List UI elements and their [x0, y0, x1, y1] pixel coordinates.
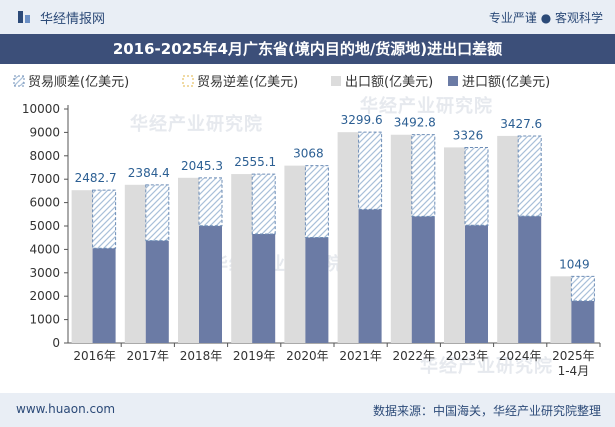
x-tick-label: 2025年 [552, 349, 595, 363]
surplus-bar [517, 135, 542, 217]
export-bar [337, 132, 361, 343]
data-label: 2482.7 [75, 171, 117, 185]
legend-swatch-surplus [13, 75, 25, 87]
y-tick-label: 7000 [29, 172, 60, 186]
y-tick-label: 5000 [29, 219, 60, 233]
data-label: 3299.6 [341, 113, 383, 127]
watermark: 华经产业研究院 [420, 356, 553, 377]
surplus-bar [570, 275, 595, 302]
x-tick-label: 2017年 [127, 349, 170, 363]
y-tick-label: 10000 [22, 102, 60, 116]
legend-swatch-deficit [182, 75, 194, 87]
footer-bar [0, 393, 615, 427]
export-bar [390, 134, 414, 343]
import-bar [518, 216, 542, 343]
legend-swatch [331, 76, 341, 86]
chart-title: 2016-2025年4月广东省(境内目的地/货源地)进出口差额 [112, 40, 503, 58]
data-label: 2045.3 [181, 159, 223, 173]
legend-swatch [448, 76, 458, 86]
import-bar [92, 248, 116, 343]
import-bar [465, 225, 488, 343]
export-bar [497, 135, 521, 343]
export-bar [231, 174, 255, 343]
data-label: 3326 [453, 128, 484, 142]
x-tick-label: 2016年 [73, 349, 116, 363]
x-tick-label: 2024年 [499, 349, 542, 363]
footer-site: www.huaon.com [16, 402, 116, 416]
surplus-bar [358, 131, 383, 210]
data-label: 3492.8 [394, 116, 436, 130]
export-bar [284, 165, 308, 343]
surplus-bar [464, 146, 489, 226]
data-label: 2555.1 [234, 155, 276, 169]
y-tick-label: 6000 [29, 196, 60, 210]
export-bar [124, 184, 148, 343]
top-bar [0, 0, 615, 34]
surplus-bar [198, 177, 223, 227]
y-tick-label: 0 [52, 336, 60, 350]
legend-label: 出口额(亿美元) [345, 75, 433, 90]
surplus-bar [251, 173, 276, 235]
export-bar [444, 147, 467, 343]
data-label: 3068 [293, 147, 324, 161]
export-bar [71, 190, 95, 343]
y-tick-label: 9000 [29, 125, 60, 139]
y-tick-label: 8000 [29, 149, 60, 163]
import-bar [358, 209, 382, 343]
x-tick-label: 2022年 [393, 349, 436, 363]
surplus-bar [411, 134, 436, 217]
surplus-bar [304, 165, 329, 238]
legend-label: 贸易逆差(亿美元) [197, 74, 298, 90]
surplus-bar [145, 184, 170, 242]
footer-source: 数据来源：中国海关，华经产业研究院整理 [372, 404, 601, 418]
import-bar [145, 240, 169, 343]
data-label: 3427.6 [500, 117, 542, 131]
export-bar [178, 177, 201, 343]
data-label: 1049 [559, 257, 590, 271]
import-bar [199, 225, 222, 343]
surplus-bar [92, 189, 117, 249]
title-bar [0, 34, 615, 64]
x-tick-label: 2020年 [286, 349, 329, 363]
huajing-logo-icon [18, 11, 30, 23]
import-bar [571, 300, 595, 343]
legend-label: 进口额(亿美元) [462, 75, 550, 90]
import-bar [411, 216, 435, 343]
watermark: 华经产业研究院 [360, 96, 493, 117]
x-tick-label: 1-4月 [558, 364, 590, 378]
y-tick-label: 1000 [29, 313, 60, 327]
x-tick-label: 2023年 [446, 349, 489, 363]
y-tick-label: 4000 [29, 242, 60, 256]
tagline: 专业严谨 ● 客观科学 [488, 11, 603, 25]
legend-label: 贸易顺差(亿美元) [28, 75, 129, 90]
brand-name: 华经情报网 [40, 12, 106, 27]
x-tick-label: 2019年 [233, 349, 276, 363]
import-bar [252, 233, 276, 343]
data-label: 2384.4 [128, 166, 170, 180]
x-tick-label: 2021年 [339, 349, 382, 363]
x-tick-label: 2018年 [180, 349, 223, 363]
import-bar [305, 237, 329, 343]
y-tick-label: 3000 [29, 266, 60, 280]
y-tick-label: 2000 [29, 289, 60, 303]
watermark: 华经产业研究院 [130, 114, 263, 135]
export-bar [550, 276, 574, 343]
chart: 贸易顺差(亿美元) 贸易逆差(亿美元) 出口额(亿美元) 进口额(亿美元) 0 1000 2… [13, 74, 601, 378]
